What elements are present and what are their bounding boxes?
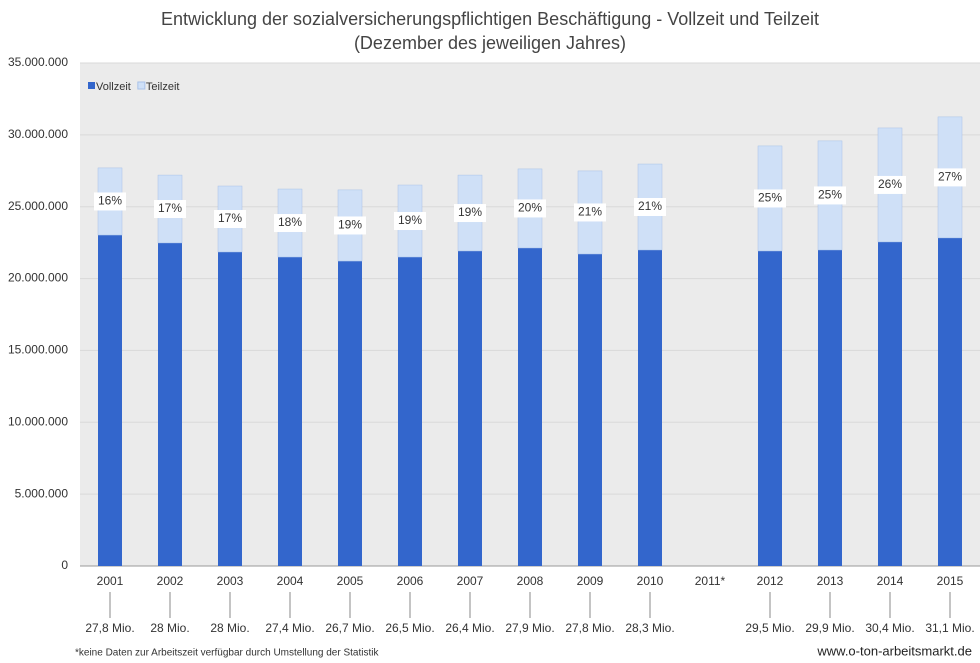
bar-segment xyxy=(98,235,122,566)
label-box xyxy=(454,204,486,223)
share-label: 17% xyxy=(158,201,182,215)
label-box xyxy=(574,203,606,222)
total-label: 31,1 Mio. xyxy=(925,621,974,635)
share-label: 17% xyxy=(218,211,242,225)
x-tick-label: 2002 xyxy=(157,574,184,588)
label-box xyxy=(214,210,246,229)
total-label: 28 Mio. xyxy=(210,621,249,635)
total-label: 26,5 Mio. xyxy=(385,621,434,635)
label-box xyxy=(754,189,786,208)
x-tick-label: 2015 xyxy=(937,574,964,588)
total-label: 29,9 Mio. xyxy=(805,621,854,635)
y-tick-label: 15.000.000 xyxy=(8,343,68,357)
bar-segment xyxy=(278,257,302,566)
x-tick-label: 2001 xyxy=(97,574,124,588)
legend-swatch xyxy=(88,82,95,89)
x-tick-label: 2007 xyxy=(457,574,484,588)
bar-segment xyxy=(518,247,542,567)
bar-segment xyxy=(818,249,842,566)
share-label: 21% xyxy=(578,205,602,219)
bar-segment xyxy=(158,242,182,566)
x-tick-label: 2006 xyxy=(397,574,424,588)
y-tick-label: 5.000.000 xyxy=(15,486,69,500)
y-tick-label: 35.000.000 xyxy=(8,55,68,69)
label-box xyxy=(94,192,126,211)
label-box xyxy=(634,198,666,217)
bar-segment xyxy=(398,257,422,566)
legend-swatch xyxy=(137,81,146,90)
bar-segment xyxy=(578,253,602,567)
bar-segment xyxy=(218,251,242,566)
chart-subtitle: (Dezember des jeweiligen Jahres) xyxy=(354,33,626,53)
share-label: 25% xyxy=(758,191,782,205)
x-tick-label: 2009 xyxy=(577,574,604,588)
x-tick-label: 2010 xyxy=(637,574,664,588)
bar-segment xyxy=(878,241,902,566)
y-tick-label: 25.000.000 xyxy=(8,199,68,213)
label-box xyxy=(274,214,306,233)
label-box xyxy=(934,168,966,187)
y-tick-label: 0 xyxy=(61,558,68,572)
label-box xyxy=(814,186,846,205)
total-label: 30,4 Mio. xyxy=(865,621,914,635)
bar-segment xyxy=(758,250,782,567)
total-label: 26,4 Mio. xyxy=(445,621,494,635)
x-tick-label: 2013 xyxy=(817,574,844,588)
total-label: 28,3 Mio. xyxy=(625,621,674,635)
share-label: 16% xyxy=(98,194,122,208)
share-label: 20% xyxy=(518,201,542,215)
label-box xyxy=(514,199,546,218)
x-tick-label: 2011* xyxy=(695,574,726,588)
x-tick-label: 2012 xyxy=(757,574,784,588)
share-label: 26% xyxy=(878,177,902,191)
share-label: 25% xyxy=(818,188,842,202)
share-label: 21% xyxy=(638,199,662,213)
source: www.o-ton-arbeitsmarkt.de xyxy=(816,643,972,658)
chart-title: Entwicklung der sozialversicherungspflic… xyxy=(161,9,819,29)
share-label: 18% xyxy=(278,215,302,229)
total-label: 27,9 Mio. xyxy=(505,621,554,635)
legend-label: Vollzeit xyxy=(96,81,131,93)
bar-segment xyxy=(338,261,362,566)
bar-segment xyxy=(638,249,662,566)
y-tick-label: 10.000.000 xyxy=(8,414,68,428)
share-label: 27% xyxy=(938,170,962,184)
total-label: 28 Mio. xyxy=(150,621,189,635)
label-box xyxy=(334,216,366,235)
bar-segment xyxy=(458,250,482,567)
footnote: *keine Daten zur Arbeitszeit verfügbar d… xyxy=(75,648,379,659)
x-tick-label: 2014 xyxy=(877,574,904,588)
total-label: 27,8 Mio. xyxy=(565,621,614,635)
y-tick-label: 20.000.000 xyxy=(8,271,68,285)
x-tick-label: 2004 xyxy=(277,574,304,588)
label-box xyxy=(394,212,426,231)
bar-segment xyxy=(938,237,962,567)
total-label: 27,4 Mio. xyxy=(265,621,314,635)
y-tick-label: 30.000.000 xyxy=(8,127,68,141)
share-label: 19% xyxy=(398,213,422,227)
total-label: 26,7 Mio. xyxy=(325,621,374,635)
label-box xyxy=(874,175,906,194)
x-tick-label: 2003 xyxy=(217,574,244,588)
legend-label: Teilzeit xyxy=(146,81,180,93)
total-label: 27,8 Mio. xyxy=(85,621,134,635)
x-tick-label: 2005 xyxy=(337,574,364,588)
share-label: 19% xyxy=(338,218,362,232)
share-label: 19% xyxy=(458,205,482,219)
x-tick-label: 2008 xyxy=(517,574,544,588)
label-box xyxy=(154,200,186,219)
total-label: 29,5 Mio. xyxy=(745,621,794,635)
